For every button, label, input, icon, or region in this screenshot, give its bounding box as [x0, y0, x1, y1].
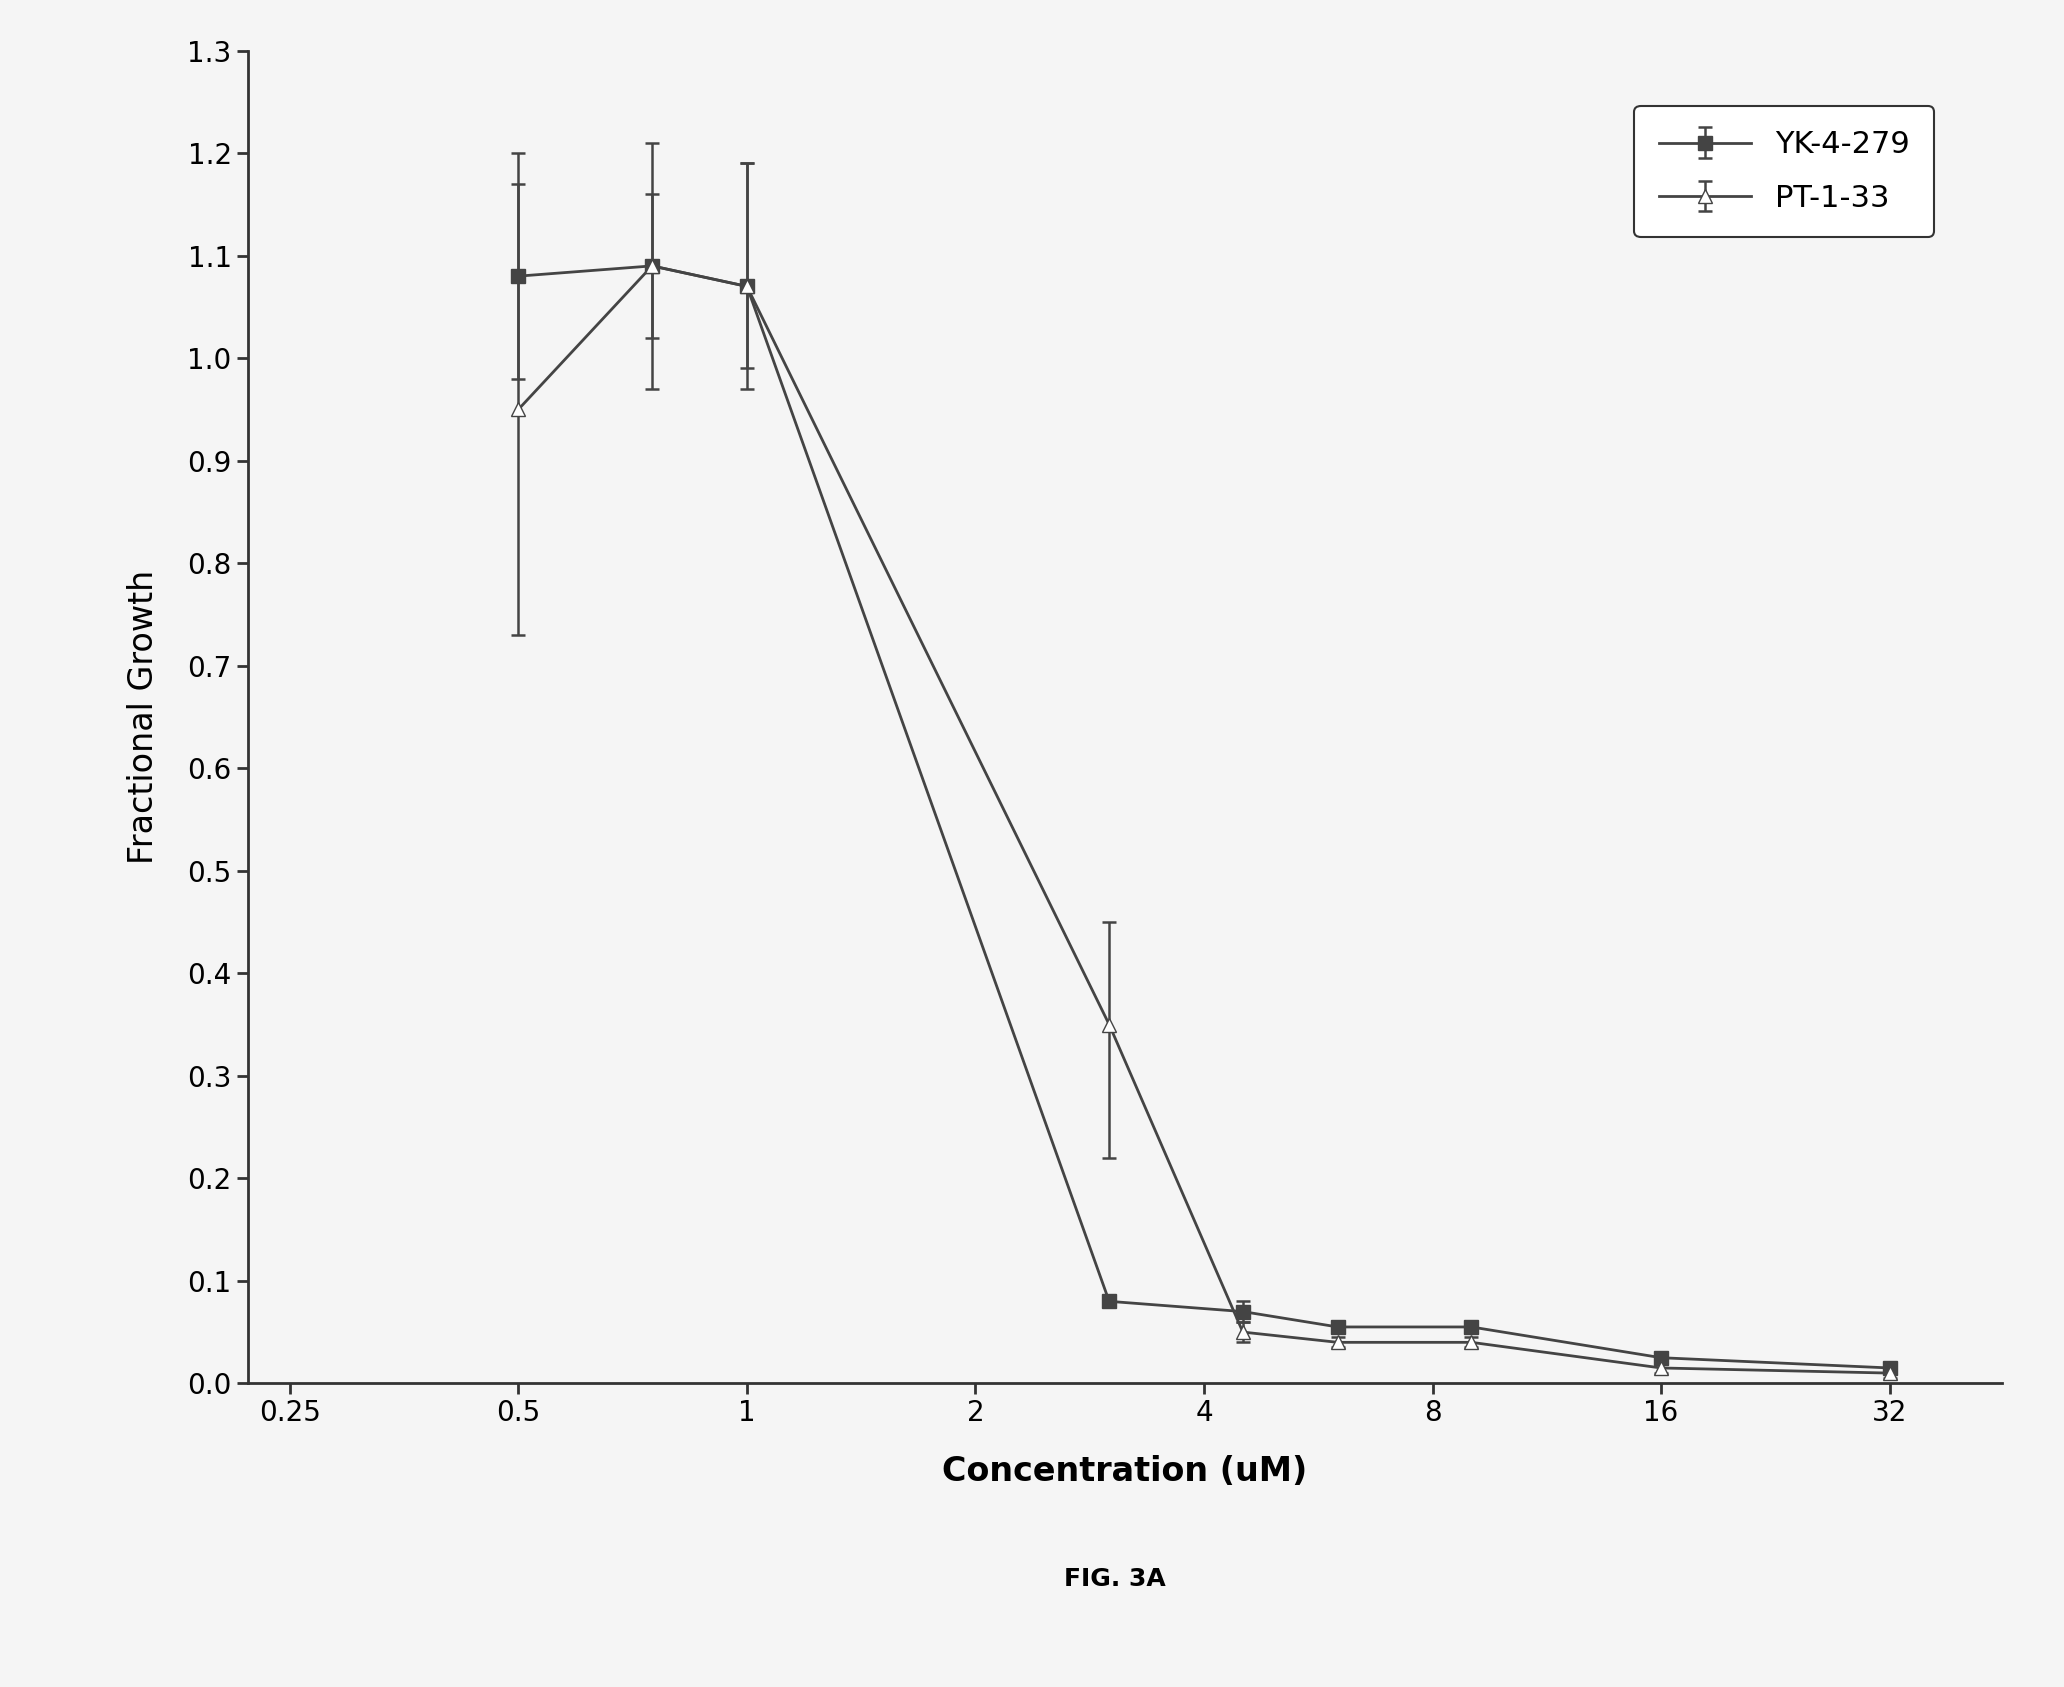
Legend: YK-4-279, PT-1-33: YK-4-279, PT-1-33	[1635, 106, 1934, 238]
Text: FIG. 3A: FIG. 3A	[1063, 1567, 1166, 1591]
Y-axis label: Fractional Growth: Fractional Growth	[126, 570, 159, 864]
X-axis label: Concentration (uM): Concentration (uM)	[943, 1456, 1307, 1488]
